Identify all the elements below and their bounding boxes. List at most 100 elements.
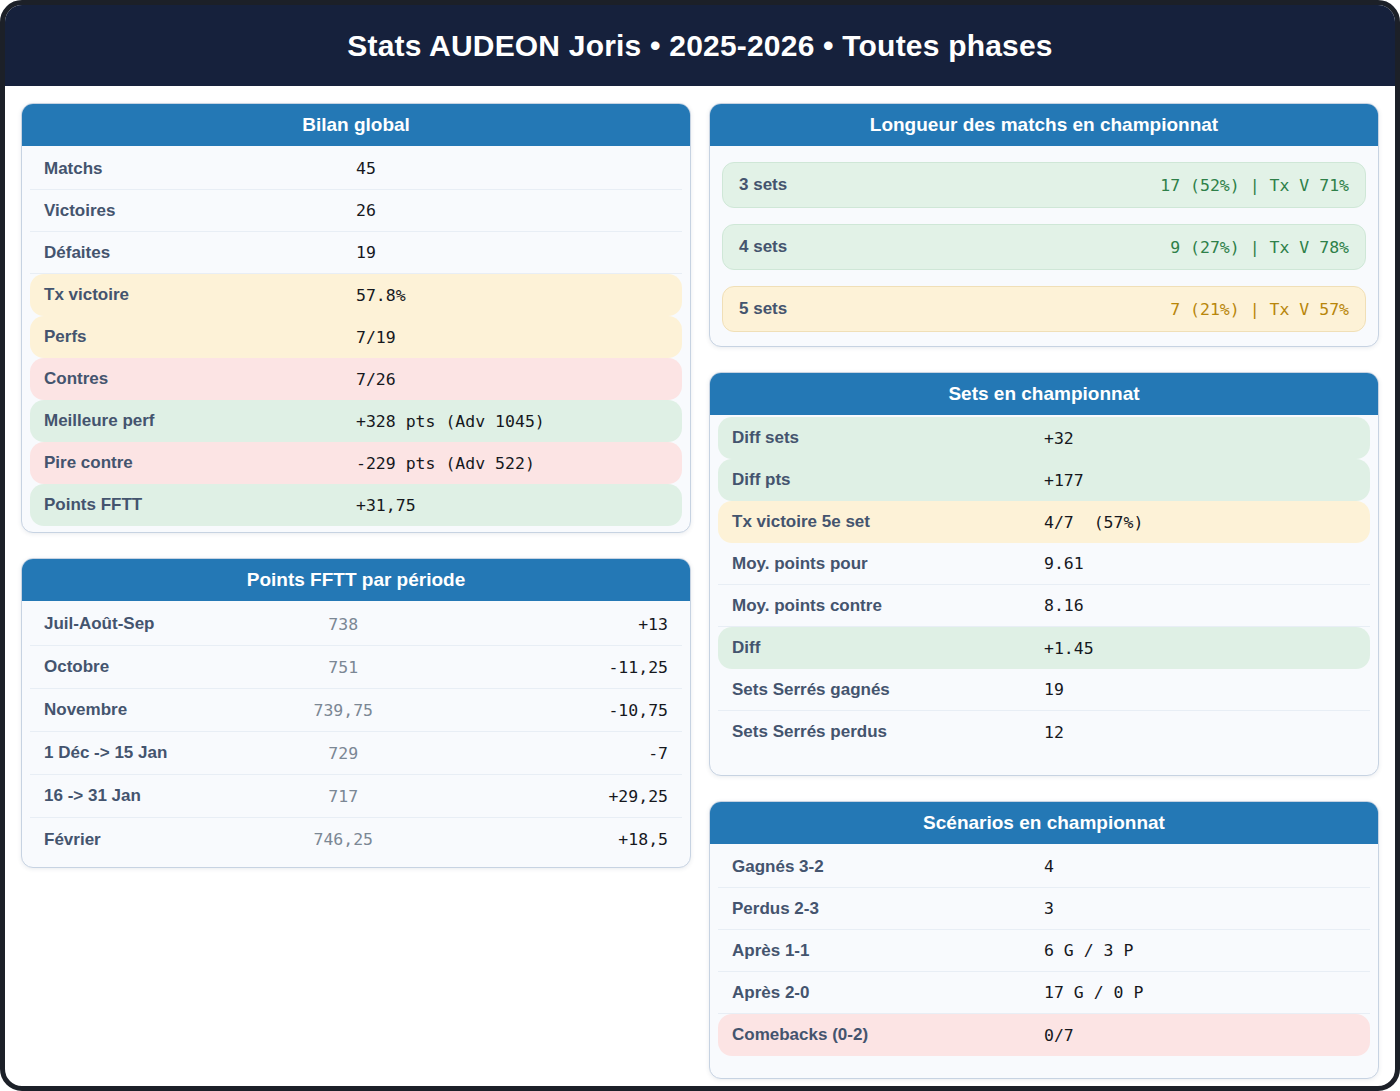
stat-row-points-fftt: Points FFTT +31,75 [30, 484, 682, 526]
stat-value: 19 [1044, 680, 1362, 699]
sets-championnat-card: Sets en championnat Diff sets +32 Diff p… [709, 372, 1379, 776]
period-delta: +18,5 [420, 830, 674, 849]
stat-value: 3 [1044, 899, 1362, 918]
stat-label: Moy. points pour [726, 554, 1044, 574]
stat-row-diff-sets: Diff sets +32 [718, 417, 1370, 459]
stat-value: +32 [1044, 429, 1362, 448]
stat-row-diff-pts: Diff pts +177 [718, 459, 1370, 501]
right-column: Longueur des matchs en championnat 3 set… [709, 103, 1379, 1091]
period-delta: -7 [420, 744, 674, 763]
page-title: Stats AUDEON Joris • 2025-2026 • Toutes … [347, 29, 1052, 63]
stat-value: 6 G / 3 P [1044, 941, 1362, 960]
stat-label: Diff [726, 638, 1044, 658]
stat-label: Pire contre [38, 453, 356, 473]
stat-value: 4/7 (57%) [1044, 513, 1362, 532]
stat-row-moy-points-contre: Moy. points contre 8.16 [718, 585, 1370, 627]
stat-value: 26 [356, 201, 674, 220]
stat-row-apres-2-0: Après 2-0 17 G / 0 P [718, 972, 1370, 1014]
period-label: 1 Déc -> 15 Jan [38, 743, 267, 763]
pill-value: 17 (52%) | Tx V 71% [1160, 176, 1349, 195]
stat-label: Sets Serrés gagnés [726, 680, 1044, 700]
bilan-global-card-body: Matchs 45 Victoires 26 Défaites 19 Tx vi… [22, 146, 690, 532]
stat-label: Meilleure perf [38, 411, 356, 431]
period-delta: -11,25 [420, 658, 674, 677]
stat-row-diff: Diff +1.45 [718, 627, 1370, 669]
points-fftt-periode-card-body: Juil-Août-Sep 738 +13 Octobre 751 -11,25… [22, 601, 690, 867]
stat-value: 19 [356, 243, 674, 262]
stat-label: Après 1-1 [726, 941, 1044, 961]
stat-row-perdus-2-3: Perdus 2-3 3 [718, 888, 1370, 930]
stat-value: 0/7 [1044, 1026, 1362, 1045]
points-fftt-periode-card: Points FFTT par période Juil-Août-Sep 73… [21, 558, 691, 868]
stat-value: 12 [1044, 723, 1362, 742]
pill-row-5-sets: 5 sets 7 (21%) | Tx V 57% [722, 286, 1366, 332]
stat-label: Perfs [38, 327, 356, 347]
period-delta: +13 [420, 615, 674, 634]
period-delta: -10,75 [420, 701, 674, 720]
stat-value: 4 [1044, 857, 1362, 876]
stat-value: 9.61 [1044, 554, 1362, 573]
period-row-octobre: Octobre 751 -11,25 [30, 646, 682, 689]
stat-label: Tx victoire [38, 285, 356, 305]
period-row-novembre: Novembre 739,75 -10,75 [30, 689, 682, 732]
period-points: 746,25 [267, 830, 420, 849]
stat-row-sets-serres-perdus: Sets Serrés perdus 12 [718, 711, 1370, 753]
stat-label: Matchs [38, 159, 356, 179]
stat-value: -229 pts (Adv 522) [356, 454, 674, 473]
stat-row-perfs: Perfs 7/19 [30, 316, 682, 358]
stat-row-pire-contre: Pire contre -229 pts (Adv 522) [30, 442, 682, 484]
stat-value: 45 [356, 159, 674, 178]
pill-label: 4 sets [739, 237, 787, 257]
stat-value: 57.8% [356, 286, 674, 305]
stat-row-defaites: Défaites 19 [30, 232, 682, 274]
dashboard-content: Bilan global Matchs 45 Victoires 26 Défa… [5, 86, 1395, 1091]
pill-value: 7 (21%) | Tx V 57% [1170, 300, 1349, 319]
stat-label: Victoires [38, 201, 356, 221]
stat-label: Après 2-0 [726, 983, 1044, 1003]
period-label: Octobre [38, 657, 267, 677]
pill-row-3-sets: 3 sets 17 (52%) | Tx V 71% [722, 162, 1366, 208]
points-fftt-periode-card-title: Points FFTT par période [22, 559, 690, 601]
period-label: Juil-Août-Sep [38, 614, 267, 634]
stat-row-tx-victoire: Tx victoire 57.8% [30, 274, 682, 316]
period-delta: +29,25 [420, 787, 674, 806]
stat-row-contres: Contres 7/26 [30, 358, 682, 400]
period-points: 738 [267, 615, 420, 634]
period-points: 717 [267, 787, 420, 806]
stat-row-apres-1-1: Après 1-1 6 G / 3 P [718, 930, 1370, 972]
stat-row-matchs: Matchs 45 [30, 148, 682, 190]
stat-label: Diff pts [726, 470, 1044, 490]
period-label: Novembre [38, 700, 267, 720]
period-row-juil-aout-sep: Juil-Août-Sep 738 +13 [30, 603, 682, 646]
stats-page: Stats AUDEON Joris • 2025-2026 • Toutes … [0, 0, 1400, 1091]
bilan-global-card: Bilan global Matchs 45 Victoires 26 Défa… [21, 103, 691, 533]
stat-label: Tx victoire 5e set [726, 512, 1044, 532]
stat-label: Perdus 2-3 [726, 899, 1044, 919]
stat-row-moy-points-pour: Moy. points pour 9.61 [718, 543, 1370, 585]
stat-row-sets-serres-gagnes: Sets Serrés gagnés 19 [718, 669, 1370, 711]
stat-label: Contres [38, 369, 356, 389]
stat-label: Défaites [38, 243, 356, 263]
period-points: 751 [267, 658, 420, 677]
stat-value: 17 G / 0 P [1044, 983, 1362, 1002]
stat-label: Gagnés 3-2 [726, 857, 1044, 877]
stat-value: 7/26 [356, 370, 674, 389]
longueur-matchs-card-body: 3 sets 17 (52%) | Tx V 71% 4 sets 9 (27%… [710, 146, 1378, 346]
stat-row-comebacks: Comebacks (0-2) 0/7 [718, 1014, 1370, 1056]
stat-label: Diff sets [726, 428, 1044, 448]
stat-label: Comebacks (0-2) [726, 1025, 1044, 1045]
stat-row-tx-victoire-5e-set: Tx victoire 5e set 4/7 (57%) [718, 501, 1370, 543]
period-row-16-31-jan: 16 -> 31 Jan 717 +29,25 [30, 775, 682, 818]
stat-row-gagnes-3-2: Gagnés 3-2 4 [718, 846, 1370, 888]
left-column: Bilan global Matchs 45 Victoires 26 Défa… [21, 103, 691, 893]
longueur-matchs-card-title: Longueur des matchs en championnat [710, 104, 1378, 146]
scenarios-championnat-card-body: Gagnés 3-2 4 Perdus 2-3 3 Après 1-1 6 G … [710, 844, 1378, 1078]
sets-championnat-card-title: Sets en championnat [710, 373, 1378, 415]
stat-row-meilleure-perf: Meilleure perf +328 pts (Adv 1045) [30, 400, 682, 442]
scenarios-championnat-card: Scénarios en championnat Gagnés 3-2 4 Pe… [709, 801, 1379, 1079]
pill-label: 5 sets [739, 299, 787, 319]
scenarios-championnat-card-title: Scénarios en championnat [710, 802, 1378, 844]
stat-label: Sets Serrés perdus [726, 722, 1044, 742]
period-label: Février [38, 830, 267, 850]
sets-championnat-card-body: Diff sets +32 Diff pts +177 Tx victoire … [710, 415, 1378, 775]
